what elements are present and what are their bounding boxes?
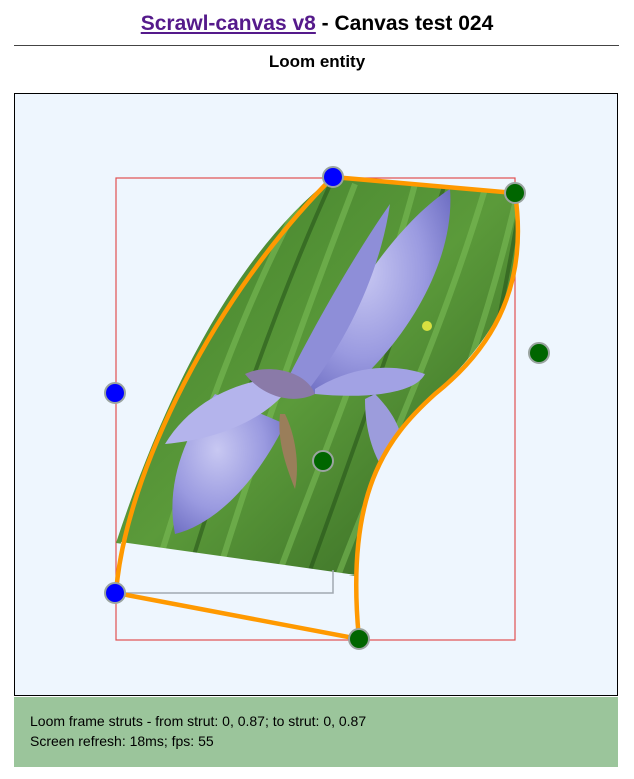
report-panel: Loom frame struts - from strut: 0, 0.87;… (14, 697, 618, 767)
control-handle-center[interactable] (312, 450, 334, 472)
struts-readout: Loom frame struts - from strut: 0, 0.87;… (30, 713, 367, 729)
page-subtitle: Loom entity (268, 52, 366, 71)
page-title-text: - Canvas test 024 (315, 12, 494, 35)
control-handle-right[interactable] (528, 342, 550, 364)
demo-canvas[interactable] (14, 93, 618, 696)
control-handle-top-right[interactable] (504, 182, 526, 204)
loom-outline (113, 174, 521, 642)
pivot-handle-top[interactable] (322, 166, 344, 188)
pivot-handle-left[interactable] (104, 382, 126, 404)
loom-bounding-box (115, 177, 516, 641)
scrawl-canvas-link[interactable]: Scrawl-canvas v8 (140, 12, 316, 35)
page-title: Scrawl-canvas v8 - Canvas test 024 (0, 12, 634, 36)
iris-image (116, 177, 519, 594)
pivot-handle-bottom[interactable] (104, 582, 126, 604)
refresh-readout: Screen refresh: 18ms; fps: 55 (30, 733, 214, 749)
control-handle-bottom[interactable] (348, 628, 370, 650)
canvas-drawing (104, 166, 550, 650)
title-divider (14, 45, 619, 46)
